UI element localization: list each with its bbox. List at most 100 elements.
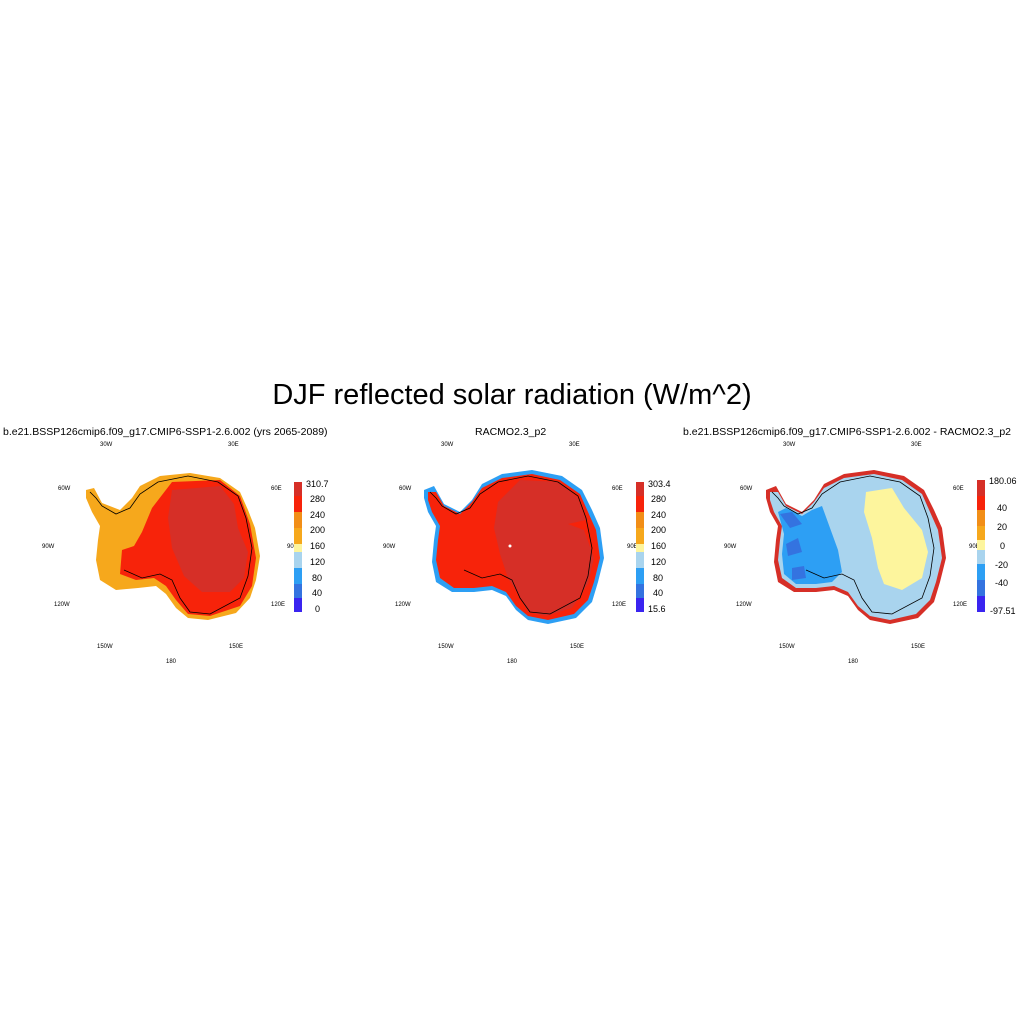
panel-1-colorbar-label: 160 — [310, 541, 326, 551]
colorbar-swatch — [636, 482, 644, 496]
panel-3-label-90w: 90W — [724, 544, 737, 550]
panel-3-colorbar-label: -40 — [995, 578, 1009, 588]
panel-3-label-120e: 120E — [953, 602, 968, 608]
colorbar-swatch — [977, 480, 985, 496]
colorbar-swatch — [636, 544, 644, 552]
panel-2-colorbar — [636, 482, 644, 612]
colorbar-swatch — [636, 598, 644, 612]
panel-1-colorbar-label: 280 — [310, 494, 326, 504]
panel-1-label-120w: 120W — [54, 602, 70, 608]
panel-1-label-90w: 90W — [42, 544, 55, 550]
panel-1-colorbar-label: 0 — [315, 604, 321, 614]
panel-3-label-90e: 90E — [969, 544, 980, 550]
colorbar-swatch — [977, 540, 985, 550]
panel-2-label-90e: 90E — [627, 544, 638, 550]
colorbar-swatch — [977, 564, 985, 580]
panel-3-map — [766, 470, 946, 624]
colorbar-swatch — [636, 496, 644, 512]
panel-2-colorbar-label: 40 — [653, 588, 664, 598]
colorbar-swatch — [636, 568, 644, 584]
panel-2-label-120e: 120E — [612, 602, 627, 608]
panel-3-colorbar-label: 180.06 — [989, 476, 1017, 486]
panel-1-label-60e: 60E — [271, 486, 282, 492]
panel-1-label-60w: 60W — [58, 486, 71, 492]
panel-1-label-120e: 120E — [271, 602, 286, 608]
panel-1-label-30e: 30E — [228, 442, 239, 448]
panel-2-label-60e: 60E — [612, 486, 623, 492]
panel-3-colorbar — [977, 480, 985, 612]
colorbar-swatch — [977, 550, 985, 564]
panel-3-label-150e: 150E — [911, 644, 926, 650]
panel-1-coastline — [89, 475, 253, 615]
colorbar-swatch — [636, 512, 644, 528]
colorbar-swatch — [294, 512, 302, 528]
panel-1-label-150e: 150E — [229, 644, 244, 650]
panel-3-title: b.e21.BSSP126cmip6.f09_g17.CMIP6-SSP1-2.… — [683, 426, 1012, 438]
panel-1-interior-field — [168, 486, 248, 592]
panel-2-coastline — [429, 475, 593, 615]
colorbar-swatch — [294, 552, 302, 568]
panel-2-label-30w: 30W — [441, 442, 454, 448]
colorbar-swatch — [294, 482, 302, 496]
panel-1-title: b.e21.BSSP126cmip6.f09_g17.CMIP6-SSP1-2.… — [3, 426, 328, 438]
panel-2-label-180: 180 — [507, 659, 518, 665]
colorbar-swatch — [294, 598, 302, 612]
panel-2-label-30e: 30E — [569, 442, 580, 448]
panel-2-colorbar-label: 200 — [651, 525, 667, 535]
panel-2-interior-field — [494, 480, 594, 616]
colorbar-swatch — [294, 584, 302, 598]
panel-3-colorbar-label: 0 — [1000, 541, 1006, 551]
colorbar-swatch — [636, 552, 644, 568]
figure-title: DJF reflected solar radiation (W/m^2) — [272, 379, 752, 411]
panel-2-map — [424, 470, 604, 624]
panel-1-map — [86, 473, 260, 620]
colorbar-swatch — [977, 510, 985, 526]
panel-1-label-150w: 150W — [97, 644, 113, 650]
panel-2-colorbar-label: 120 — [651, 557, 667, 567]
panel-3-colorbar-label: 20 — [997, 522, 1008, 532]
panel-3-colorbar-label: -97.51 — [990, 606, 1016, 616]
colorbar-swatch — [294, 496, 302, 512]
panel-1-colorbar-label: 240 — [310, 510, 326, 520]
panel-3-label-180: 180 — [848, 659, 859, 665]
panel-1-colorbar-label: 310.7 — [306, 479, 329, 489]
panel-2-title: RACMO2.3_p2 — [475, 426, 547, 438]
panel-1-label-180: 180 — [166, 659, 177, 665]
panel-3-label-60w: 60W — [740, 486, 753, 492]
panel-3-label-30w: 30W — [783, 442, 796, 448]
colorbar-swatch — [977, 526, 985, 540]
colorbar-swatch — [977, 596, 985, 612]
colorbar-swatch — [636, 528, 644, 544]
panel-2-label-120w: 120W — [395, 602, 411, 608]
panel-2-colorbar-label: 160 — [651, 541, 667, 551]
panel-3-label-60e: 60E — [953, 486, 964, 492]
panel-2-pole-marker — [508, 544, 512, 548]
panel-3-label-120w: 120W — [736, 602, 752, 608]
panel-3-colorbar-label: 40 — [997, 503, 1008, 513]
colorbar-swatch — [294, 528, 302, 544]
panel-1-colorbar-label: 40 — [312, 588, 323, 598]
panel-3-interior-field — [864, 488, 928, 590]
panel-2-colorbar-label: 240 — [651, 510, 667, 520]
panel-2-colorbar-label: 303.4 — [648, 479, 671, 489]
panel-1-colorbar-label: 200 — [310, 525, 326, 535]
panel-1-label-30w: 30W — [100, 442, 113, 448]
panel-3-deep-blue-patches — [780, 512, 806, 580]
panel-2-label-90w: 90W — [383, 544, 396, 550]
panel-2-colorbar-label: 80 — [653, 573, 664, 583]
colorbar-swatch — [636, 584, 644, 598]
colorbar-swatch — [977, 580, 985, 596]
panel-1-colorbar — [294, 482, 302, 612]
colorbar-swatch — [294, 568, 302, 584]
panel-2-label-150e: 150E — [570, 644, 585, 650]
panel-1-label-90e: 90E — [287, 544, 298, 550]
panel-2-label-150w: 150W — [438, 644, 454, 650]
panel-3-label-30e: 30E — [911, 442, 922, 448]
panel-2-label-60w: 60W — [399, 486, 412, 492]
panel-1-colorbar-label: 120 — [310, 557, 326, 567]
panel-1-colorbar-label: 80 — [312, 573, 323, 583]
panel-2-colorbar-label: 15.6 — [648, 604, 666, 614]
panel-3-colorbar-label: -20 — [995, 560, 1009, 570]
panel-3-label-150w: 150W — [779, 644, 795, 650]
panel-2-colorbar-label: 280 — [651, 494, 667, 504]
